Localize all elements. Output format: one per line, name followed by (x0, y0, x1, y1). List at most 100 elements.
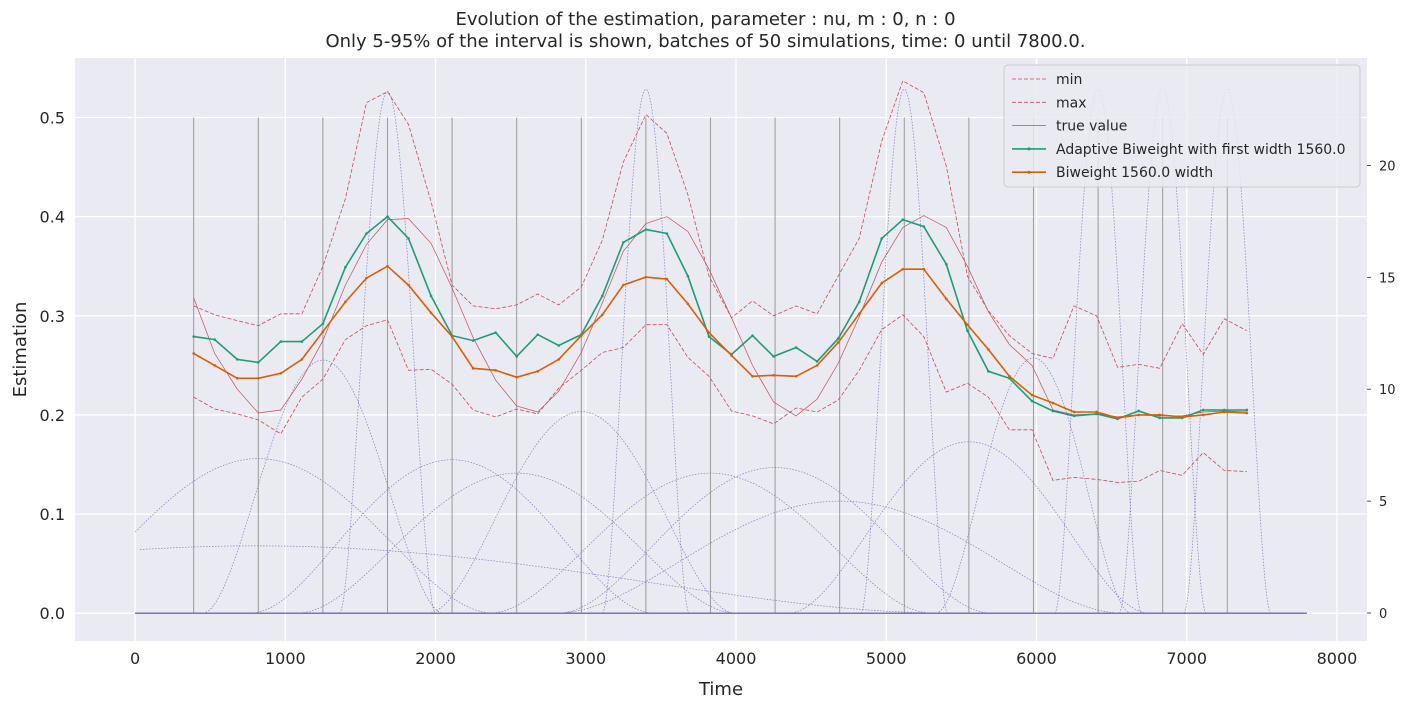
data-point (857, 300, 861, 304)
data-point (536, 370, 540, 373)
data-point (836, 337, 840, 340)
y-tick-label: 0.3 (40, 307, 65, 326)
data-point (751, 374, 754, 378)
x-tick-label: 4000 (716, 649, 757, 668)
y2-tick-label: 15 (1379, 271, 1396, 286)
y-tick-label: 0.2 (40, 406, 65, 425)
data-point (429, 294, 433, 298)
data-point (1116, 416, 1119, 420)
x-axis-label: Time (698, 679, 743, 700)
data-point (987, 370, 990, 373)
data-point (815, 364, 819, 367)
data-point (644, 228, 648, 231)
data-point (772, 373, 775, 377)
legend-box (1003, 64, 1361, 188)
data-point (1008, 374, 1011, 378)
data-point (1158, 416, 1161, 420)
series-line-1 (193, 80, 1247, 369)
data-point (601, 294, 604, 298)
x-tick-label: 8000 (1317, 649, 1358, 668)
series-line-4 (193, 265, 1247, 419)
data-point (279, 340, 283, 343)
data-point (945, 297, 948, 301)
data-point (772, 355, 775, 358)
data-point (1201, 408, 1205, 412)
kernel-curve (935, 357, 1132, 614)
series-line-0 (193, 314, 1247, 483)
y2-tick-label: 10 (1379, 383, 1396, 398)
y-tick-label: 0.0 (40, 604, 65, 623)
data-point (707, 331, 711, 334)
data-point (945, 262, 948, 266)
kernel-curve (202, 359, 444, 614)
data-point (256, 361, 260, 364)
data-point (386, 215, 389, 218)
kernel-curve (1183, 88, 1271, 614)
data-point (192, 352, 195, 355)
data-point (1201, 413, 1205, 417)
data-point (751, 334, 754, 337)
x-tick-label: 2000 (415, 649, 456, 668)
data-point (1137, 409, 1140, 413)
data-point (515, 375, 518, 379)
data-point (601, 313, 604, 317)
data-point (966, 323, 969, 327)
data-point (622, 283, 625, 287)
kernel-curve (860, 88, 948, 614)
data-point (557, 358, 561, 361)
data-point (1137, 413, 1140, 417)
y2-tick-label: 5 (1379, 495, 1387, 510)
data-point (922, 267, 926, 271)
kernel-curve (489, 472, 932, 614)
legend-marker (1027, 147, 1031, 151)
kernel-curves (134, 88, 1271, 614)
data-point (213, 338, 217, 341)
legend-marker (1027, 170, 1031, 174)
data-point (987, 348, 990, 351)
data-point (235, 358, 239, 361)
y-tick-label: 0.5 (40, 108, 65, 127)
legend-label: Biweight 1560.0 width (1056, 165, 1213, 181)
data-point (256, 376, 260, 380)
data-point (686, 302, 690, 306)
data-point (966, 329, 969, 332)
x-tick-label: 0 (130, 649, 140, 668)
data-point (665, 277, 669, 281)
data-point (880, 237, 884, 240)
data-point (1158, 413, 1161, 417)
kernel-curve (339, 91, 436, 614)
kernel-curve (134, 458, 493, 614)
data-point (344, 265, 347, 269)
data-point (1051, 409, 1055, 413)
legend-label: max (1056, 95, 1087, 111)
kernel-curve (250, 459, 654, 614)
data-point (300, 340, 304, 343)
data-point (494, 331, 497, 334)
series-line-3 (193, 215, 1247, 420)
kernel-curve (1119, 88, 1207, 614)
data-point (494, 369, 497, 372)
data-point (365, 232, 368, 235)
legend-label: Adaptive Biweight with first width 1560.… (1056, 142, 1346, 158)
data-point (707, 335, 711, 338)
x-tick-label: 5000 (866, 649, 907, 668)
data-point (1030, 399, 1034, 403)
data-point (1030, 393, 1034, 397)
vertical-markers (193, 117, 1228, 614)
data-point (536, 333, 540, 336)
data-point (429, 311, 433, 315)
data-point (857, 312, 861, 316)
data-point (880, 281, 884, 285)
data-point (1095, 410, 1098, 414)
data-point (901, 267, 905, 271)
data-point (192, 335, 195, 338)
data-point (1072, 410, 1076, 414)
legend-label: true value (1056, 119, 1127, 135)
data-point (300, 358, 304, 361)
data-point (815, 360, 819, 363)
kernel-curve (1054, 88, 1142, 614)
data-point (386, 264, 389, 268)
kernel-curve (602, 88, 690, 614)
x-tick-label: 7000 (1166, 649, 1207, 668)
